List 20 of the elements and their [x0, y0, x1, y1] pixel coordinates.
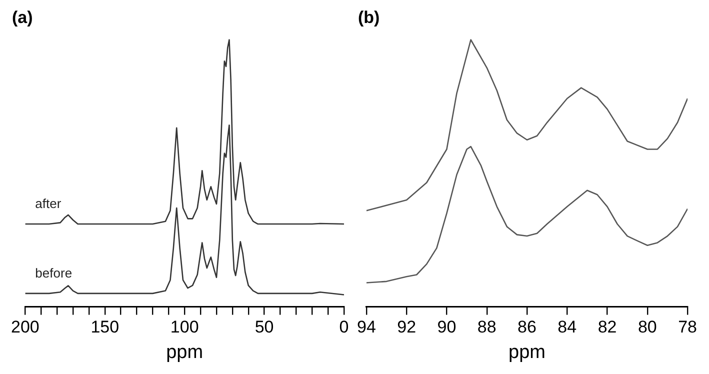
x-tick-label: 80 — [638, 318, 657, 337]
chart-title: (a) — [12, 8, 33, 27]
x-tick-label: 90 — [437, 318, 456, 337]
x-tick-label: 78 — [678, 318, 698, 337]
x-tick-label: 84 — [558, 318, 577, 337]
x-axis-title: ppm — [166, 342, 204, 363]
x-tick-label: 86 — [518, 318, 536, 337]
x-tick-label: 88 — [477, 318, 496, 337]
x-tick-label: 92 — [397, 318, 416, 337]
series-label: after — [35, 196, 62, 212]
x-tick-label: 100 — [170, 318, 199, 337]
x-tick-label: 200 — [10, 318, 40, 337]
x-axis-title: ppm — [508, 342, 546, 363]
series-label: before — [35, 265, 72, 280]
x-tick-label: 0 — [339, 318, 349, 337]
x-tick-label: 82 — [598, 318, 617, 337]
x-tick-label: 50 — [254, 318, 274, 337]
x-tick-label: 150 — [90, 318, 120, 337]
chart-title: (b) — [358, 8, 380, 27]
x-tick-label: 94 — [356, 318, 376, 337]
